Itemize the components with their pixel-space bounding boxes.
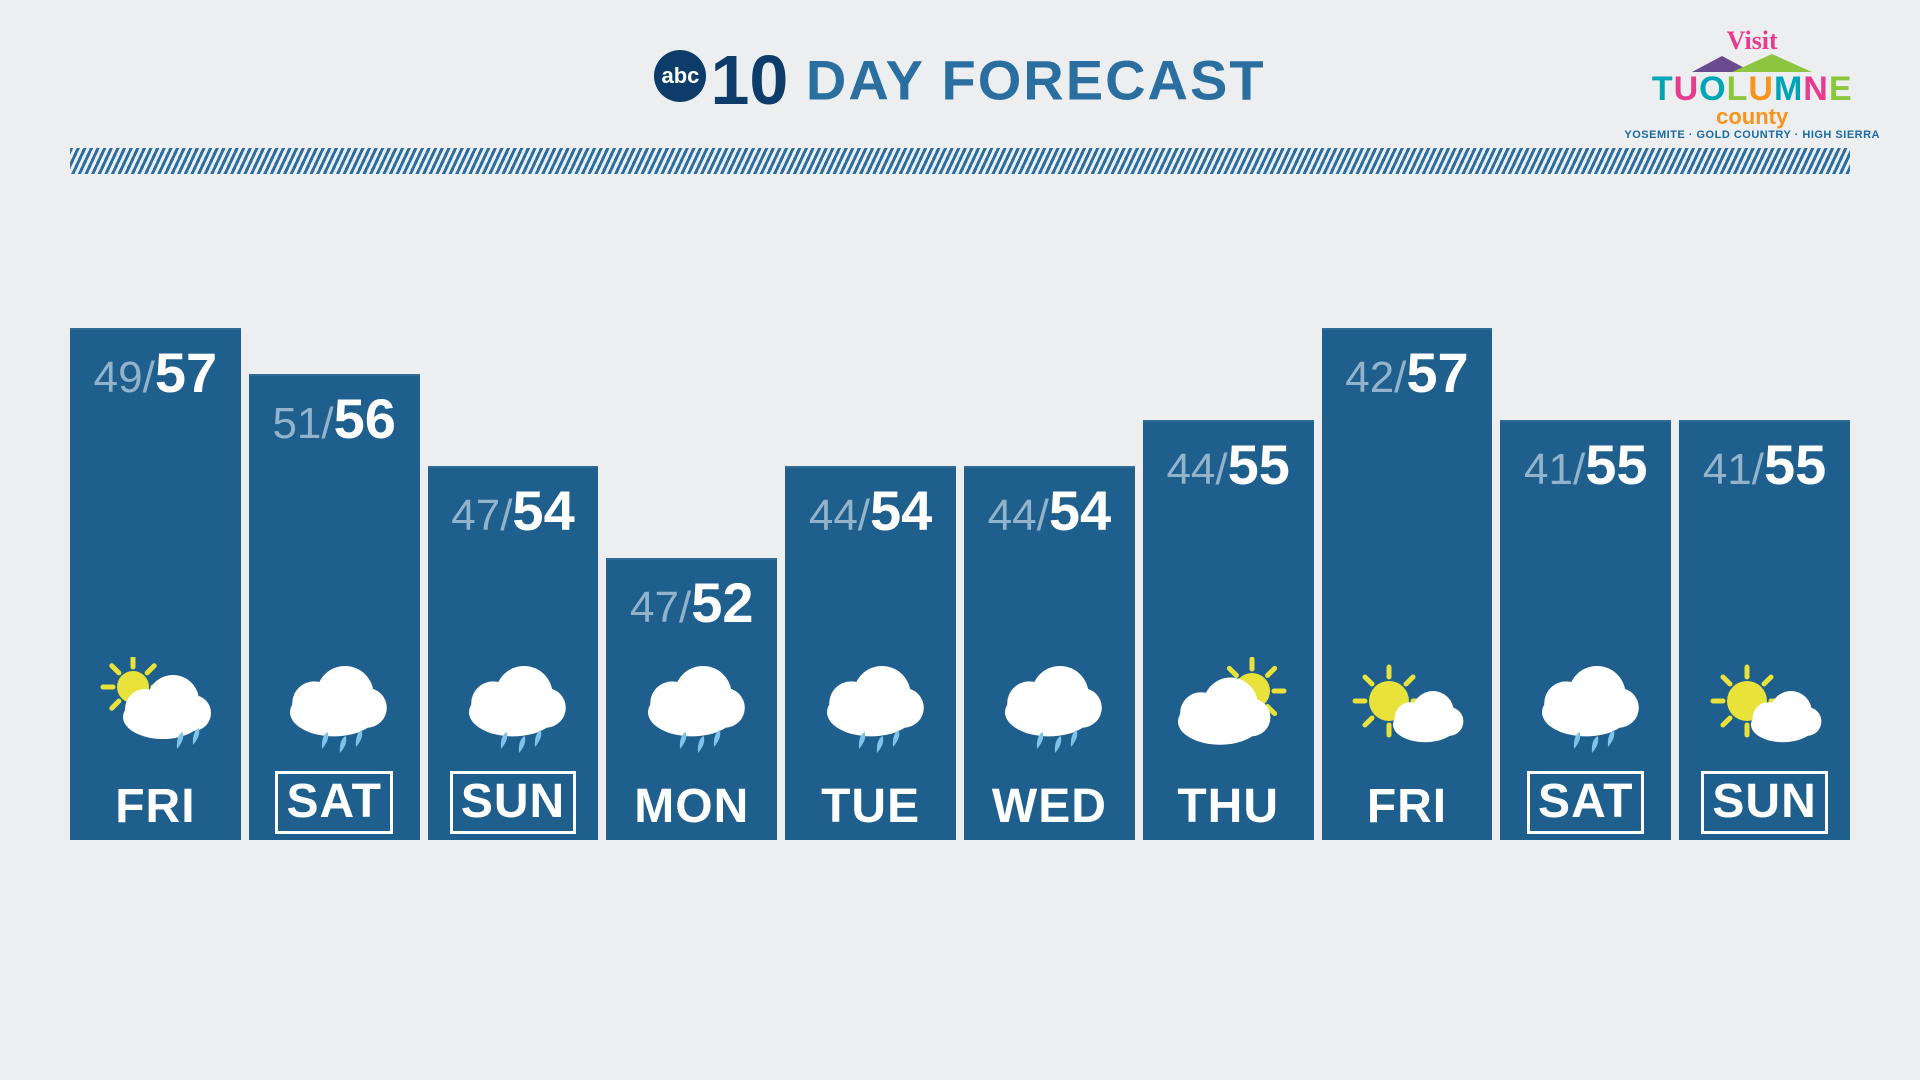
forecast-bar: 47/52 MON [606, 558, 777, 840]
title-row: abc10 DAY FORECAST [70, 40, 1850, 120]
temp-label: 42/57 [1322, 340, 1493, 405]
weather-icon [1168, 657, 1288, 762]
day-label: SUN [428, 771, 599, 834]
day-label: MON [606, 779, 777, 834]
weather-icon [632, 657, 752, 762]
day-label: FRI [1322, 779, 1493, 834]
weather-icon [1526, 657, 1646, 762]
chart-area: abc10 DAY FORECAST 49/57FRI51/56SAT47/54… [70, 40, 1850, 910]
day-label: SAT [1500, 771, 1671, 834]
sponsor-logo: Visit TUOLUMNE county YOSEMITE · GOLD CO… [1624, 28, 1880, 141]
day-label: THU [1143, 779, 1314, 834]
day-label: WED [964, 779, 1135, 834]
forecast-bar: 51/56 SAT [249, 374, 420, 840]
forecast-bar: 42/57 FRI [1322, 328, 1493, 840]
temp-label: 44/54 [964, 478, 1135, 543]
forecast-bar: 41/55 SUN [1679, 420, 1850, 840]
forecast-bar: 44/55 THU [1143, 420, 1314, 840]
sponsor-visit: Visit [1624, 28, 1880, 54]
temp-label: 44/55 [1143, 432, 1314, 497]
title-number: 10 [710, 41, 788, 119]
forecast-bar: 44/54 WED [964, 466, 1135, 840]
weather-icon [1347, 657, 1467, 762]
temp-label: 44/54 [785, 478, 956, 543]
day-label: TUE [785, 779, 956, 834]
forecast-graphic: abc10 DAY FORECAST 49/57FRI51/56SAT47/54… [0, 0, 1920, 1080]
weather-icon [453, 657, 573, 762]
temp-label: 41/55 [1500, 432, 1671, 497]
weather-icon [1705, 657, 1825, 762]
forecast-bar: 44/54 TUE [785, 466, 956, 840]
temp-label: 47/52 [606, 570, 777, 635]
forecast-bar: 41/55 SAT [1500, 420, 1671, 840]
day-label: SUN [1679, 771, 1850, 834]
weather-icon [274, 657, 394, 762]
day-label: SAT [249, 771, 420, 834]
bars-container: 49/57 FRI 51/56 SAT 47/54 SUN 47/52 MON 44/54 TUE… [70, 160, 1850, 840]
forecast-bar: 49/57 FRI [70, 328, 241, 840]
abc-logo-badge: abc [654, 50, 706, 102]
sponsor-county: county [1624, 106, 1880, 128]
forecast-bar: 47/54 SUN [428, 466, 599, 840]
temp-label: 41/55 [1679, 432, 1850, 497]
title-text: DAY FORECAST [788, 49, 1265, 112]
weather-icon [95, 657, 215, 762]
temp-label: 49/57 [70, 340, 241, 405]
day-label: FRI [70, 779, 241, 834]
weather-icon [989, 657, 1109, 762]
sponsor-tagline: YOSEMITE · GOLD COUNTRY · HIGH SIERRA [1624, 130, 1880, 141]
temp-label: 51/56 [249, 386, 420, 451]
temp-label: 47/54 [428, 478, 599, 543]
weather-icon [811, 657, 931, 762]
sponsor-name: TUOLUMNE [1624, 72, 1880, 106]
